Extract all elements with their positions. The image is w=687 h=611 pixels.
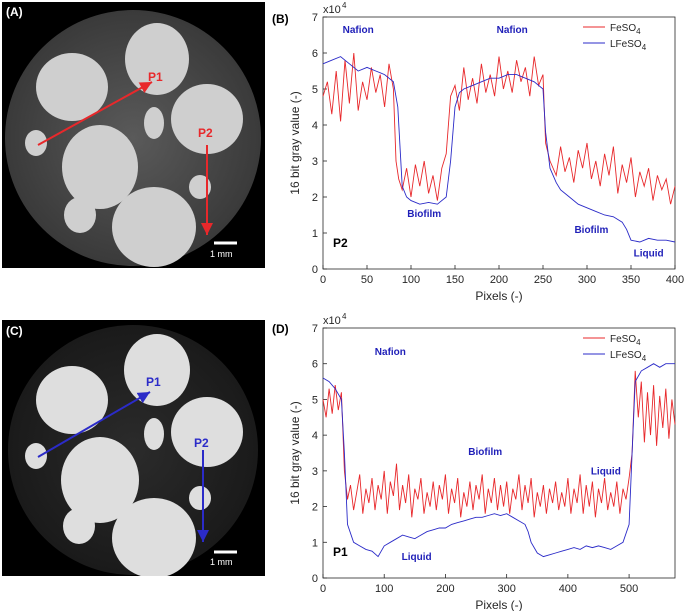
- series-line-lfeso4: [322, 56, 676, 243]
- x-tick-label: 50: [361, 274, 373, 286]
- region-annotation: Biofilm: [574, 225, 608, 236]
- panel-c-image: [2, 320, 265, 576]
- region-annotation: Biofilm: [468, 447, 502, 458]
- panel-a-p2-label: P2: [198, 126, 213, 140]
- y-tick-label: 3: [312, 466, 318, 478]
- x-tick-label: 150: [446, 274, 464, 286]
- x-tick-label: 300: [497, 583, 515, 595]
- x-tick-label: 300: [578, 274, 596, 286]
- panel-c-letter: (C): [6, 324, 23, 338]
- y-tick-label: 0: [312, 573, 318, 585]
- legend-entry: LFeSO4: [610, 350, 647, 363]
- panel-c-scale-label: 1 mm: [210, 557, 233, 567]
- profile-arrow-p1: [37, 81, 153, 146]
- region-annotation: Biofilm: [407, 209, 441, 220]
- y-tick-label: 0: [312, 264, 318, 276]
- panel-a-scale-label: 1 mm: [210, 249, 233, 259]
- region-annotation: Liquid: [402, 552, 432, 563]
- y-tick-label: 1: [312, 228, 318, 240]
- profile-label: P1: [333, 545, 348, 559]
- panel-b-letter: (B): [272, 12, 289, 26]
- series-line-lfeso4: [322, 363, 675, 558]
- y-axis-label: 16 bit gray value (-): [288, 401, 302, 504]
- y-exponent: 4: [342, 1, 347, 10]
- region-annotation: Liquid: [591, 466, 621, 477]
- x-tick-label: 400: [559, 583, 577, 595]
- x-tick-label: 200: [490, 274, 508, 286]
- region-annotation: Liquid: [634, 248, 664, 259]
- x-tick-label: 100: [402, 274, 420, 286]
- y-multiplier: x10: [323, 4, 341, 16]
- plot-area: [322, 16, 676, 270]
- region-annotation: Nafion: [497, 25, 528, 36]
- series-line-feso4: [322, 52, 676, 205]
- profile-arrow-p1: [37, 391, 151, 458]
- y-tick-label: 5: [312, 394, 318, 406]
- y-tick-label: 5: [312, 84, 318, 96]
- series-line-feso4: [322, 370, 676, 518]
- x-tick-label: 400: [666, 274, 684, 286]
- region-annotation: Nafion: [343, 25, 374, 36]
- y-tick-label: 4: [312, 120, 318, 132]
- nafion-particles: [25, 23, 243, 267]
- y-tick-label: 2: [312, 192, 318, 204]
- y-axis-label: 16 bit gray value (-): [288, 91, 302, 194]
- nafion-particles: [25, 334, 243, 576]
- x-tick-label: 0: [320, 583, 326, 595]
- y-tick-label: 2: [312, 502, 318, 514]
- region-annotation: Nafion: [375, 347, 406, 358]
- panel-a-p1-label: P1: [148, 70, 163, 84]
- profile-label: P2: [333, 236, 348, 250]
- x-axis-label: Pixels (-): [475, 289, 522, 303]
- y-tick-label: 7: [312, 12, 318, 24]
- legend-entry: FeSO4: [610, 23, 641, 36]
- y-tick-label: 6: [312, 359, 318, 371]
- x-axis-label: Pixels (-): [475, 598, 522, 611]
- y-exponent: 4: [342, 312, 347, 321]
- y-tick-label: 1: [312, 537, 318, 549]
- x-tick-label: 100: [375, 583, 393, 595]
- ct-slice-a: [5, 10, 261, 267]
- panel-a-letter: (A): [6, 5, 23, 19]
- x-tick-label: 0: [320, 274, 326, 286]
- plot-area: [322, 327, 676, 579]
- x-tick-label: 250: [534, 274, 552, 286]
- y-tick-label: 7: [312, 323, 318, 335]
- panel-c-p1-label: P1: [146, 375, 161, 389]
- y-multiplier: x10: [323, 315, 341, 327]
- legend-entry: LFeSO4: [610, 39, 647, 52]
- y-tick-label: 3: [312, 156, 318, 168]
- y-tick-label: 6: [312, 48, 318, 60]
- x-tick-label: 500: [620, 583, 638, 595]
- legend-entry: FeSO4: [610, 334, 641, 347]
- x-tick-label: 350: [622, 274, 640, 286]
- panel-d-letter: (D): [272, 322, 289, 336]
- y-tick-label: 4: [312, 430, 318, 442]
- x-tick-label: 200: [436, 583, 454, 595]
- panel-a-image: [2, 2, 265, 268]
- ct-slice-c: [8, 325, 258, 576]
- panel-c-p2-label: P2: [194, 436, 209, 450]
